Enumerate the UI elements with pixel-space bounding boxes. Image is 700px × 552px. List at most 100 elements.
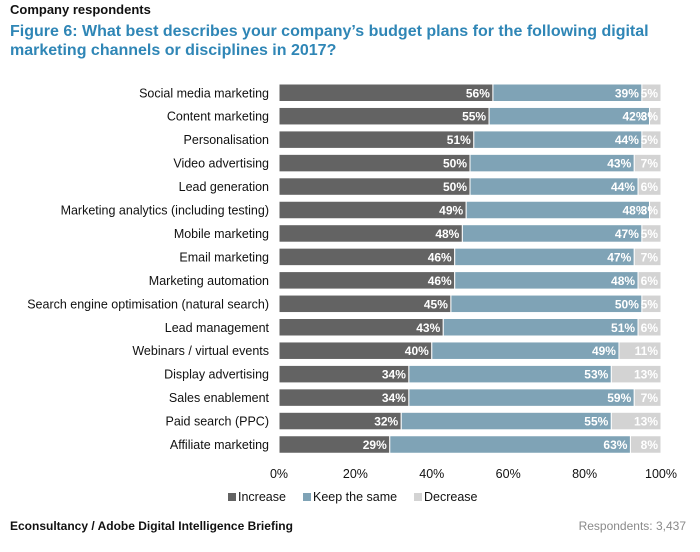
respondents-count: 3,437 xyxy=(655,519,686,533)
data-label: 51% xyxy=(447,133,471,147)
data-label: 49% xyxy=(592,344,616,358)
data-label: 50% xyxy=(615,297,639,311)
category-label: Video advertising xyxy=(173,157,269,171)
category-label: Email marketing xyxy=(179,250,269,264)
bar-segment xyxy=(389,435,631,454)
bar-segment xyxy=(610,411,662,431)
data-label: 5% xyxy=(641,227,659,241)
bar-segment xyxy=(633,153,662,173)
bar-segment xyxy=(408,388,635,407)
bar-segment xyxy=(649,106,662,126)
x-tick-label: 20% xyxy=(343,467,368,481)
category-label: Personalisation xyxy=(184,133,270,147)
legend-label: Increase xyxy=(238,490,286,504)
category-label: Lead generation xyxy=(179,180,269,194)
data-label: 47% xyxy=(615,227,639,241)
bar-segment xyxy=(618,341,662,360)
chart-title: Figure 6: What best describes your compa… xyxy=(10,23,649,59)
category-label: Social media marketing xyxy=(139,86,269,100)
data-label: 56% xyxy=(466,86,490,100)
category-label: Webinars / virtual events xyxy=(132,344,269,358)
source-note: Econsultancy / Adobe Digital Intelligenc… xyxy=(10,519,293,533)
bar-segment xyxy=(633,388,662,407)
data-label: 7% xyxy=(641,391,659,405)
data-label: 7% xyxy=(641,157,659,171)
bar-segment xyxy=(649,200,662,220)
data-label: 51% xyxy=(611,321,635,335)
legend-swatch xyxy=(414,493,422,501)
data-label: 5% xyxy=(641,297,659,311)
legend-label: Keep the same xyxy=(313,490,397,504)
bar-segment xyxy=(641,224,662,243)
bar-segment xyxy=(641,83,662,102)
data-label: 3% xyxy=(641,110,659,124)
respondents-note: Respondents: 3,437 xyxy=(579,519,686,533)
data-label: 11% xyxy=(635,344,659,358)
respondents-label: Respondents: xyxy=(578,519,653,533)
data-label: 48% xyxy=(611,274,635,288)
data-label: 55% xyxy=(584,415,608,429)
data-label: 13% xyxy=(634,368,658,382)
data-label: 5% xyxy=(641,86,659,100)
data-label: 47% xyxy=(607,250,631,264)
data-label: 34% xyxy=(382,368,406,382)
data-label: 55% xyxy=(462,110,486,124)
category-label: Paid search (PPC) xyxy=(165,415,269,429)
category-label: Display advertising xyxy=(164,368,269,382)
data-label: 63% xyxy=(603,438,627,452)
data-label: 50% xyxy=(443,180,467,194)
data-label: 6% xyxy=(641,274,659,288)
data-label: 29% xyxy=(363,438,387,452)
x-tick-label: 40% xyxy=(419,467,444,481)
bar-segment xyxy=(278,200,467,220)
bar-segment xyxy=(442,318,639,337)
data-label: 5% xyxy=(641,133,659,147)
x-tick-label: 100% xyxy=(645,467,677,481)
category-label: Sales enablement xyxy=(169,391,270,405)
bar-segment xyxy=(278,153,471,173)
data-label: 3% xyxy=(641,204,659,218)
category-label: Mobile marketing xyxy=(174,227,269,241)
data-label: 59% xyxy=(607,391,631,405)
bar-segment xyxy=(278,83,494,102)
data-label: 45% xyxy=(424,297,448,311)
data-label: 6% xyxy=(641,180,659,194)
data-label: 44% xyxy=(615,133,639,147)
bar-segment xyxy=(641,294,662,314)
bar-segment xyxy=(637,177,662,196)
bar-segment xyxy=(610,364,662,384)
bar-segment xyxy=(278,177,471,196)
x-tick-label: 80% xyxy=(572,467,597,481)
data-label: 53% xyxy=(584,368,608,382)
data-label: 43% xyxy=(607,157,631,171)
bar-segment xyxy=(637,271,662,290)
data-label: 48% xyxy=(623,204,647,218)
legend-swatch xyxy=(228,493,236,501)
bar-segment xyxy=(633,247,662,267)
data-label: 44% xyxy=(611,180,635,194)
data-label: 43% xyxy=(416,321,440,335)
bar-segment xyxy=(278,130,475,149)
bar-segment xyxy=(629,435,662,454)
data-label: 34% xyxy=(382,391,406,405)
bar-segment xyxy=(278,106,490,126)
data-label: 7% xyxy=(641,250,659,264)
data-label: 46% xyxy=(428,250,452,264)
category-label: Content marketing xyxy=(167,110,269,124)
bar-segment xyxy=(450,294,643,314)
data-label: 6% xyxy=(641,321,659,335)
category-label: Lead management xyxy=(165,321,270,335)
data-label: 42% xyxy=(623,110,647,124)
bar-segment xyxy=(637,318,662,337)
data-label: 50% xyxy=(443,157,467,171)
legend-swatch xyxy=(303,493,311,501)
bar-segment xyxy=(641,130,662,149)
category-label: Search engine optimisation (natural sear… xyxy=(27,297,269,311)
bar-segment xyxy=(431,341,620,360)
legend-label: Decrease xyxy=(424,490,478,504)
category-label: Marketing analytics (including testing) xyxy=(61,204,269,218)
data-label: 49% xyxy=(439,204,463,218)
data-label: 32% xyxy=(374,415,398,429)
data-label: 8% xyxy=(641,438,659,452)
